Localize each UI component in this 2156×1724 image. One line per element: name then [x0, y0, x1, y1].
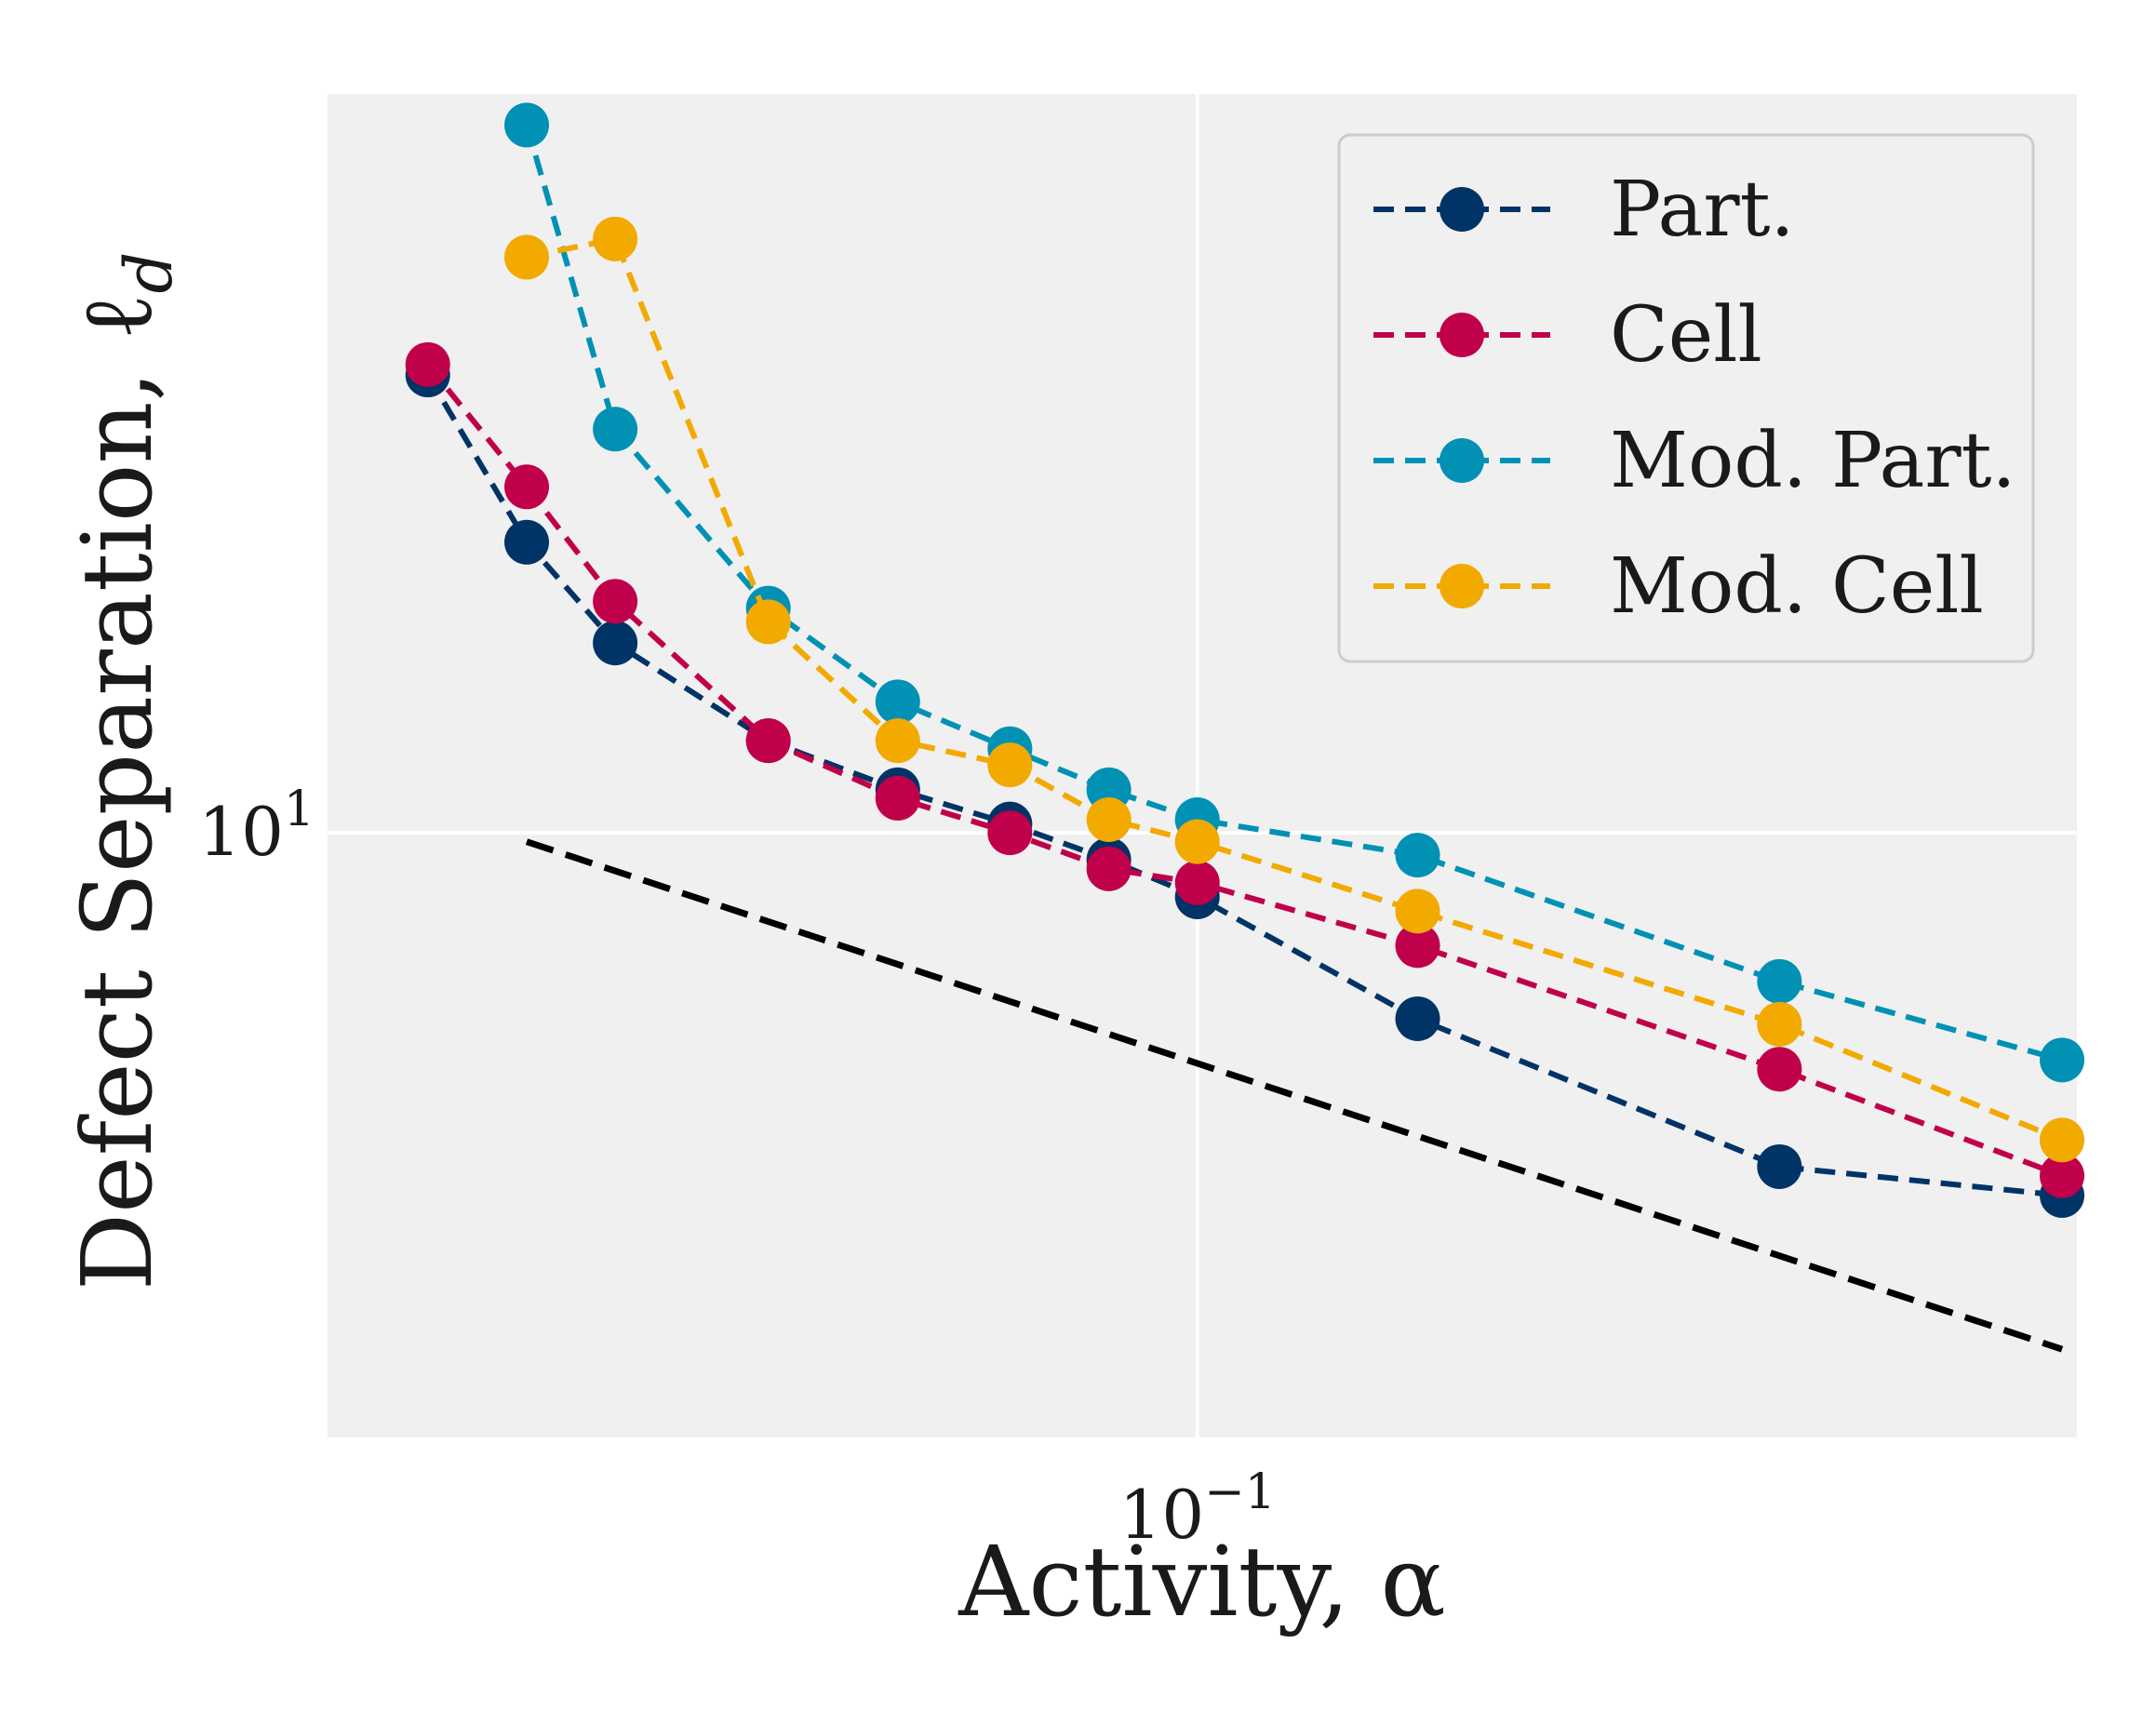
- legend-marker-1: [1440, 313, 1484, 357]
- data-point-2-9: [2040, 1037, 2085, 1083]
- reference-line-layer: [525, 838, 2064, 1353]
- legend-marker-2: [1440, 438, 1484, 483]
- legend-item-3: Mod. Cell: [1373, 542, 1984, 631]
- data-point-2-0: [504, 102, 550, 148]
- data-point-0-2: [593, 621, 638, 666]
- data-point-1-7: [1174, 860, 1220, 905]
- data-point-2-8: [1757, 958, 1802, 1004]
- legend-label-3: Mod. Cell: [1610, 542, 1984, 631]
- y-axis-label: Defect Separation, ℓd: [60, 252, 187, 1291]
- data-point-3-9: [2040, 1117, 2085, 1163]
- data-point-3-1: [593, 216, 638, 261]
- series-line-2: [524, 124, 2063, 1063]
- legend: Part. Cell Mod. Part. Mod. Cell: [1337, 133, 2035, 663]
- data-point-1-9: [1757, 1047, 1802, 1092]
- legend-label-0: Part.: [1610, 166, 1795, 254]
- legend-label-1: Cell: [1610, 291, 1762, 380]
- data-point-3-4: [987, 742, 1033, 788]
- data-point-1-3: [745, 718, 791, 764]
- data-point-2-1: [593, 407, 638, 452]
- data-point-1-4: [875, 775, 920, 821]
- data-point-0-9: [1757, 1143, 1802, 1189]
- data-point-3-5: [1086, 796, 1132, 842]
- data-point-1-5: [987, 810, 1033, 856]
- data-point-1-6: [1086, 846, 1132, 891]
- data-point-1-1: [504, 464, 550, 510]
- data-point-0-1: [504, 519, 550, 565]
- data-point-1-10: [2040, 1153, 2085, 1198]
- data-point-1-2: [593, 579, 638, 624]
- legend-box: [1337, 133, 2035, 663]
- series-1: [405, 341, 2085, 1198]
- series-line-3: [526, 235, 2064, 1143]
- tick-labels: 10−1 101: [198, 782, 1276, 1554]
- x-axis-label: Activity, α: [957, 1525, 1446, 1638]
- legend-item-1: Cell: [1373, 291, 1762, 380]
- reference-slope-line: [525, 838, 2064, 1353]
- y-tick-label-0: 101: [198, 782, 315, 871]
- data-point-3-6: [1174, 819, 1220, 864]
- legend-label-2: Mod. Part.: [1610, 417, 2016, 505]
- legend-marker-0: [1440, 187, 1484, 232]
- data-point-3-3: [875, 718, 920, 764]
- data-point-1-8: [1395, 923, 1440, 969]
- legend-items: Part. Cell Mod. Part. Mod. Cell: [1373, 166, 2016, 631]
- data-point-2-7: [1395, 833, 1440, 878]
- data-point-3-0: [504, 234, 550, 280]
- series-layer: [405, 102, 2085, 1218]
- data-point-0-8: [1395, 996, 1440, 1041]
- data-point-3-7: [1395, 889, 1440, 934]
- legend-marker-3: [1440, 564, 1484, 608]
- legend-item-0: Part.: [1373, 166, 1795, 254]
- y-axis-label-subscript: d: [111, 252, 187, 294]
- data-point-3-8: [1757, 1001, 1802, 1047]
- data-point-1-0: [405, 341, 450, 387]
- series-3: [504, 216, 2085, 1163]
- legend-item-2: Mod. Part.: [1373, 417, 2016, 505]
- x-tick-label-0: 10−1: [1119, 1464, 1276, 1554]
- data-point-3-2: [745, 599, 791, 645]
- data-point-2-3: [875, 679, 920, 725]
- y-axis-label-main: Defect Separation, ℓ: [60, 294, 174, 1291]
